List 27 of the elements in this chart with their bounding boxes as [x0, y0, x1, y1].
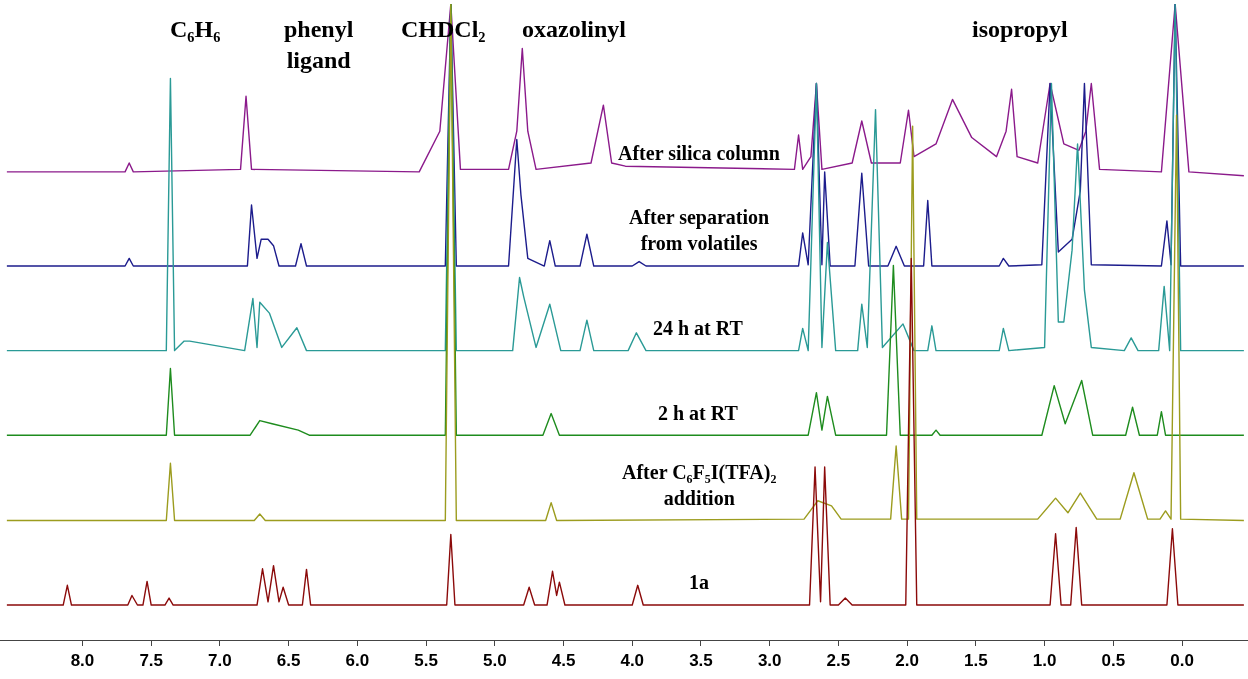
series-label: After silica column	[618, 142, 780, 164]
x-tick-label: 7.5	[139, 651, 164, 671]
series-label: After C₆F₅I(TFA)₂ addition	[622, 461, 777, 509]
x-tick-label: 0.0	[1170, 651, 1194, 671]
series-label: 24 h at RT	[653, 317, 744, 339]
annotation: isopropyl	[972, 16, 1068, 42]
x-tick-label: 0.5	[1101, 651, 1126, 671]
series-label: 2 h at RT	[658, 402, 739, 424]
series-label: After separation from volatiles	[629, 206, 770, 254]
x-tick-label: 2.0	[895, 651, 919, 671]
x-tick-label: 6.0	[345, 651, 370, 671]
x-tick-label: 4.0	[620, 651, 645, 671]
x-tick-label: 2.5	[826, 651, 851, 671]
x-tick-label: 1.5	[964, 651, 988, 671]
x-tick-label: 7.0	[208, 651, 232, 671]
annotation: phenyl ligand	[284, 16, 354, 74]
x-tick-label: 5.0	[482, 651, 507, 671]
x-tick-label: 3.0	[757, 651, 782, 671]
x-tick-label: 1.0	[1032, 651, 1057, 671]
series-label: 1a	[689, 571, 709, 593]
annotation: oxazolinyl	[522, 16, 627, 42]
annotation: C₆H₆	[170, 16, 221, 42]
x-tick-label: 5.5	[414, 651, 438, 671]
x-tick-label: 6.5	[276, 651, 301, 671]
x-tick-label: 3.5	[689, 651, 713, 671]
x-tick-label: 4.5	[551, 651, 576, 671]
x-tick-label: 8.0	[70, 651, 95, 671]
